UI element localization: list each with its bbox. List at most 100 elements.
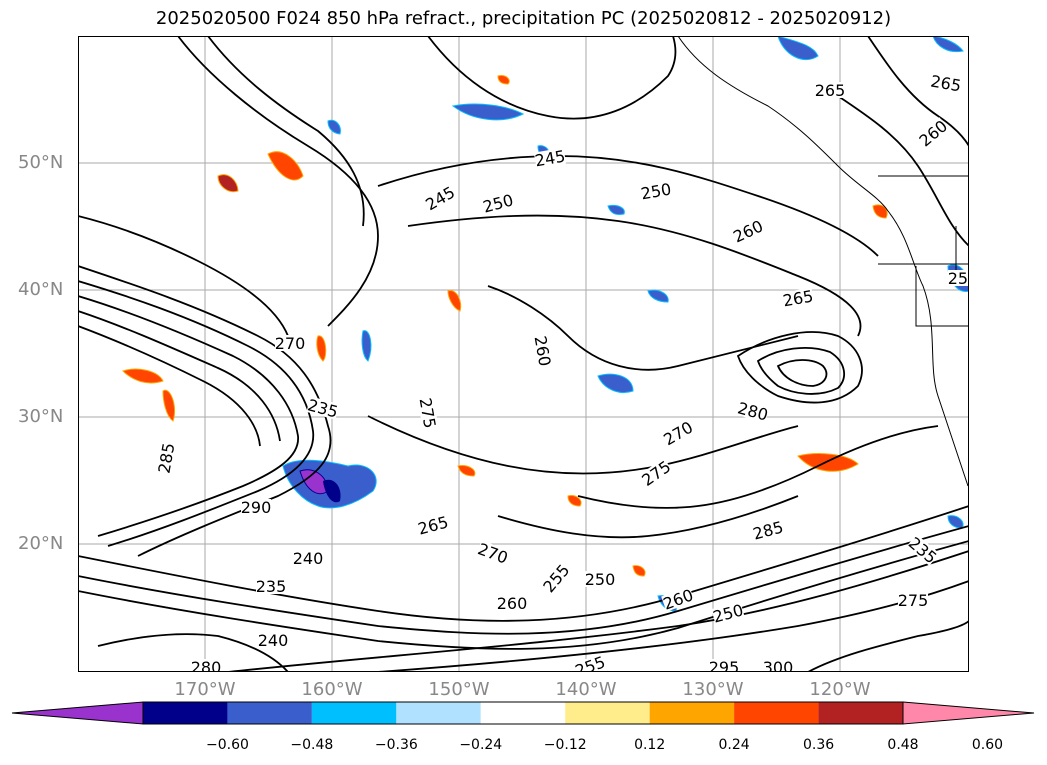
contour-label-bg	[476, 540, 510, 566]
contour-label: 275	[415, 396, 439, 429]
contour-label-bg	[815, 82, 845, 98]
contour-label: 260	[730, 216, 766, 246]
contour-label-bg	[497, 595, 527, 611]
contour-label: 265	[815, 81, 846, 100]
contour-label-bg	[540, 561, 572, 595]
contour-label: 285	[751, 517, 785, 543]
contour-label-bg	[639, 180, 673, 202]
lon-label-170w: 170°W	[174, 679, 236, 700]
contour-label-bg	[661, 586, 695, 612]
colorbar-tick-label: 0.60	[971, 737, 1004, 753]
contour-label-bg	[532, 334, 554, 368]
contour-label: 240	[293, 549, 324, 568]
coastline	[677, 36, 969, 487]
contour-label: 255	[539, 561, 573, 597]
contour-label: 235	[256, 577, 287, 596]
lat-label-50n: 50°N	[18, 152, 64, 173]
contour-label-bg	[711, 601, 745, 625]
colorbar-segment	[311, 702, 397, 724]
contour-label: 250	[481, 190, 515, 216]
contour-label-bg	[481, 191, 515, 215]
colorbar-segment	[818, 702, 903, 724]
colorbar-tick-label: −0.48	[290, 737, 334, 753]
contour-label-bg	[781, 287, 815, 309]
contour-label: 260	[661, 585, 696, 613]
contour-label-bg	[293, 550, 323, 566]
contour-label-bg	[916, 117, 950, 149]
colorbar-tick-label: 0.12	[634, 737, 666, 753]
contour-label-bg	[763, 659, 793, 672]
colorbar-segment	[565, 702, 650, 724]
contour-label-bg	[709, 659, 739, 672]
lat-label-40n: 40°N	[18, 279, 64, 300]
contour-label: 270	[660, 418, 696, 450]
lon-label-140w: 140°W	[555, 679, 617, 700]
graticule	[78, 36, 969, 672]
contour-label: 245	[422, 183, 458, 215]
contour-label: 260	[497, 594, 528, 613]
colorbar-tick-label: 0.36	[802, 737, 835, 753]
contour-label-bg	[191, 659, 221, 672]
contour-label-bg	[661, 418, 695, 448]
contour-label: 255	[948, 269, 969, 288]
map-panel: 245 250 245 250 260 265 265 265 260 270 235 275 260 2…	[78, 36, 969, 672]
precipitation-shading	[122, 36, 969, 612]
colorbar-segment	[227, 702, 312, 724]
contour-label: 250	[585, 570, 616, 589]
map-canvas: 245 250 245 250 260 265 265 265 260 270 235 275 260 2…	[78, 36, 969, 672]
contour-label: 250	[711, 600, 745, 626]
contour-label: 260	[530, 334, 554, 367]
contour-label: 265	[929, 71, 962, 95]
contour-label-bg	[898, 592, 928, 608]
lon-label-120w: 120°W	[809, 679, 871, 700]
contour-label-bg	[258, 632, 288, 648]
contour-label-bg	[241, 499, 271, 515]
colorbar-tick-label: 0.48	[887, 737, 919, 753]
contour-label-bg	[948, 270, 969, 286]
contour-label-bg	[736, 399, 770, 423]
contour-label-bg	[533, 147, 567, 169]
contour-label: 250	[639, 179, 672, 203]
contour-label: 275	[898, 591, 929, 610]
contour-label: 265	[416, 512, 450, 538]
colorbar-segment	[396, 702, 481, 724]
contour-label: 265	[781, 286, 814, 310]
contour-label-bg	[417, 396, 439, 430]
contour-label: 275	[638, 457, 674, 490]
colorbar-border	[142, 701, 904, 725]
contour-label: 240	[258, 631, 289, 650]
lon-label-150w: 150°W	[428, 679, 490, 700]
contour-label-bg	[306, 396, 340, 420]
contour-label: 290	[241, 498, 272, 517]
colorbar-tick-label: −0.60	[205, 737, 249, 753]
colorbar-segment	[143, 702, 228, 724]
contour-label: 280	[736, 398, 770, 424]
contour-label-bg	[423, 183, 457, 213]
colorbar	[11, 701, 1035, 725]
lon-label-130w: 130°W	[682, 679, 744, 700]
contour-label-bg	[929, 72, 963, 94]
colorbar-tick-label: 0.24	[718, 737, 750, 753]
contour-label: 285	[154, 441, 178, 474]
colorbar-extend-min	[11, 701, 144, 725]
contour-label-bg	[275, 335, 305, 351]
map-title: 2025020500 F024 850 hPa refract., precip…	[155, 8, 892, 29]
contour-label-bg	[751, 518, 785, 542]
colorbar-segment	[649, 702, 735, 724]
contour-label-bg	[585, 571, 615, 587]
contour-label-bg	[731, 217, 765, 245]
contour-label-bg	[155, 441, 177, 475]
contour-label: 245	[533, 146, 566, 170]
refractivity-contours	[78, 36, 969, 672]
contour-label-bg	[906, 534, 940, 566]
contour-label: 270	[275, 334, 306, 353]
colorbar-segment	[480, 702, 566, 724]
contour-label-bg	[573, 653, 607, 672]
contour-label-bg	[256, 578, 286, 594]
colorbar-extend-max	[902, 701, 1035, 725]
contour-label: 295	[709, 658, 740, 672]
colorbar-segment	[734, 702, 819, 724]
lat-label-30n: 30°N	[18, 406, 64, 427]
lat-label-20n: 20°N	[18, 533, 64, 554]
contour-label: 280	[191, 658, 222, 672]
